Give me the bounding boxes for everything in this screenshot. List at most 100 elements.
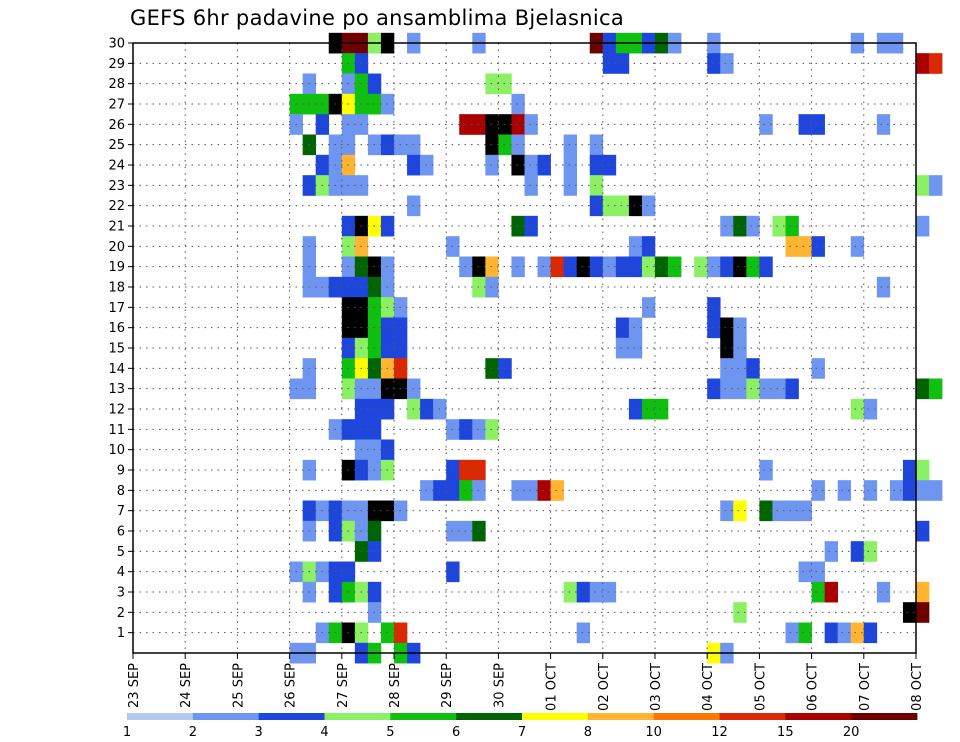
legend-label: 5 [386, 725, 394, 740]
heatmap-cell [668, 256, 682, 278]
heatmap-cell [889, 480, 904, 501]
heatmap-cell [798, 561, 812, 583]
y-tick-label: 19 [108, 260, 125, 275]
heatmap-cell [850, 541, 865, 562]
x-tick-label: 30 SEP [492, 663, 507, 708]
heatmap-cell [707, 53, 721, 74]
legend-swatch [192, 713, 260, 720]
x-axis: 23 SEP 24 SEP 25 SEP 26 SEP 27 SEP 28 SEP 29 S… [127, 653, 925, 711]
legend-label: 4 [320, 725, 328, 740]
heatmap-cell [524, 215, 538, 237]
heatmap-cell [929, 480, 943, 501]
heatmap-cell [628, 236, 643, 257]
y-tick-label: 15 [108, 342, 125, 357]
heatmap-cell [537, 480, 551, 501]
heatmap-cell [707, 317, 721, 339]
legend-label: 8 [584, 725, 592, 740]
y-tick-label: 30 [108, 37, 125, 52]
heatmap-cell [929, 53, 943, 74]
heatmap-cell [498, 134, 512, 156]
legend-label: 20 [843, 725, 860, 740]
heatmap-cell [929, 175, 943, 196]
heatmap-cell [837, 622, 852, 644]
x-tick-label: 24 SEP [179, 663, 194, 708]
y-tick-label: 3 [117, 586, 125, 601]
heatmap-cell [485, 73, 499, 95]
heatmap-cell [811, 114, 825, 135]
y-tick-label: 8 [117, 484, 125, 499]
heatmap-cell [615, 337, 630, 359]
heatmap-cell [615, 317, 630, 339]
heatmap-cell [576, 256, 591, 278]
heatmap-cell [537, 154, 551, 176]
heatmap-cell [485, 276, 499, 298]
heatmap-cell [602, 53, 617, 74]
y-tick-label: 12 [108, 403, 125, 418]
heatmap-cell [720, 53, 734, 74]
heatmap-cell [511, 114, 525, 135]
heatmap-cell [563, 134, 577, 156]
heatmap-cell [589, 195, 604, 217]
heatmap-cell [902, 602, 917, 623]
heatmap-cell [772, 378, 786, 400]
y-tick-label: 29 [108, 57, 125, 72]
y-tick-label: 18 [108, 281, 125, 296]
heatmap-cell [485, 134, 499, 156]
y-tick-label: 1 [117, 626, 125, 641]
heatmap-cell [720, 256, 734, 278]
heatmap-cell [746, 378, 760, 400]
x-tick-label: 02 OCT [597, 663, 612, 711]
legend-label: 12 [711, 725, 728, 740]
heatmap-cell [811, 236, 825, 257]
x-tick-label: 26 SEP [284, 663, 299, 708]
heatmap-cell [550, 480, 564, 501]
heatmap-cell [694, 256, 708, 278]
heatmap-cell [641, 297, 656, 318]
grid-lines [133, 42, 916, 653]
x-tick-label: 23 SEP [127, 663, 142, 708]
legend-swatch [127, 713, 194, 720]
heatmap-cell [589, 175, 604, 196]
heatmap-cell [746, 256, 760, 278]
y-tick-label: 6 [117, 525, 125, 540]
heatmap-cell [641, 236, 656, 257]
y-tick-label: 7 [117, 504, 125, 519]
heatmap-cell [746, 358, 760, 379]
heatmap-cell [785, 215, 799, 237]
legend-swatch [456, 713, 523, 720]
heatmap-cell [824, 581, 838, 603]
heatmap-cell [602, 581, 617, 603]
x-tick-label: 06 OCT [806, 663, 821, 711]
heatmap-cell [916, 520, 930, 542]
y-tick-label: 21 [108, 220, 125, 235]
heatmap-cell [798, 114, 812, 135]
chart-title: GEFS 6hr padavine po ansamblima Bjelasni… [130, 6, 625, 30]
heatmap-cell [824, 622, 838, 644]
y-tick-label: 23 [108, 179, 125, 194]
x-tick-label: 28 SEP [388, 663, 403, 708]
heatmap-cell [759, 459, 773, 481]
heatmap-cell [655, 398, 669, 420]
y-tick-label: 2 [117, 606, 125, 621]
heatmap-cell [863, 622, 878, 644]
heatmap-cell [929, 378, 943, 400]
heatmap-cell [641, 256, 656, 278]
heatmap-cell [602, 154, 617, 176]
heatmap-cell [550, 256, 564, 278]
y-tick-label: 11 [108, 423, 125, 438]
heatmap-cell [602, 256, 617, 278]
heatmap-cell [707, 256, 721, 278]
legend-swatch [258, 713, 325, 720]
x-tick-label: 07 OCT [858, 663, 873, 711]
heatmap-cell [759, 114, 773, 135]
heatmap-cell [485, 419, 499, 440]
heatmap-cell [511, 134, 525, 156]
heatmap-cell [798, 622, 812, 644]
heatmap-cell [720, 317, 734, 339]
heatmap-cell [628, 398, 643, 420]
x-tick-label: 04 OCT [701, 663, 716, 711]
legend-swatch [719, 713, 786, 720]
x-tick-label: 03 OCT [649, 663, 664, 711]
heatmap-cell [720, 337, 734, 359]
heatmap-cell [733, 256, 747, 278]
